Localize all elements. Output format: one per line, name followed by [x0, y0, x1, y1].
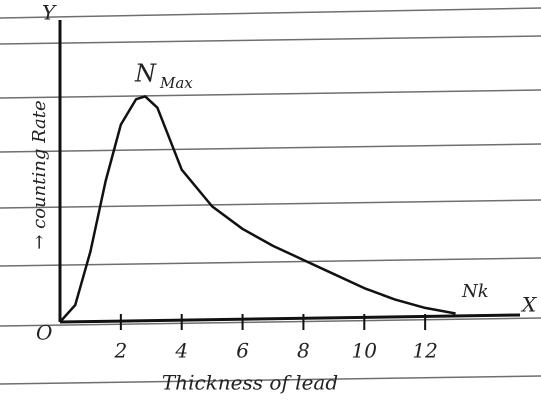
peak-label: N: [134, 60, 157, 88]
peak-subscript: Max: [159, 74, 193, 92]
x-axis-label: Thickness of lead: [162, 371, 338, 395]
curve: [59, 95, 456, 323]
origin-label: O: [36, 321, 52, 345]
paper-rule: [0, 7, 541, 19]
y-axis-label: → counting Rate: [29, 100, 50, 249]
ruled-paper: [0, 7, 541, 385]
x-tick-label: 4: [174, 339, 188, 363]
x-tick-label: 12: [412, 339, 437, 363]
paper-rule: [0, 317, 541, 327]
x-tick-label: 8: [297, 339, 310, 363]
x-tick-label: 6: [236, 339, 249, 363]
paper-rule: [0, 35, 541, 45]
paper-rule: [0, 89, 541, 99]
paper-rule: [0, 375, 541, 385]
x-axis-letter: X: [520, 293, 537, 317]
end-label: Nk: [461, 281, 489, 302]
x-axis: [59, 313, 521, 324]
y-axis-letter: Y: [42, 1, 57, 25]
paper-rule: [0, 143, 541, 153]
paper-rule: [0, 199, 541, 209]
x-tick-label: 10: [352, 339, 378, 363]
paper-rule: [0, 257, 541, 267]
x-tick-label: 2: [113, 339, 127, 363]
